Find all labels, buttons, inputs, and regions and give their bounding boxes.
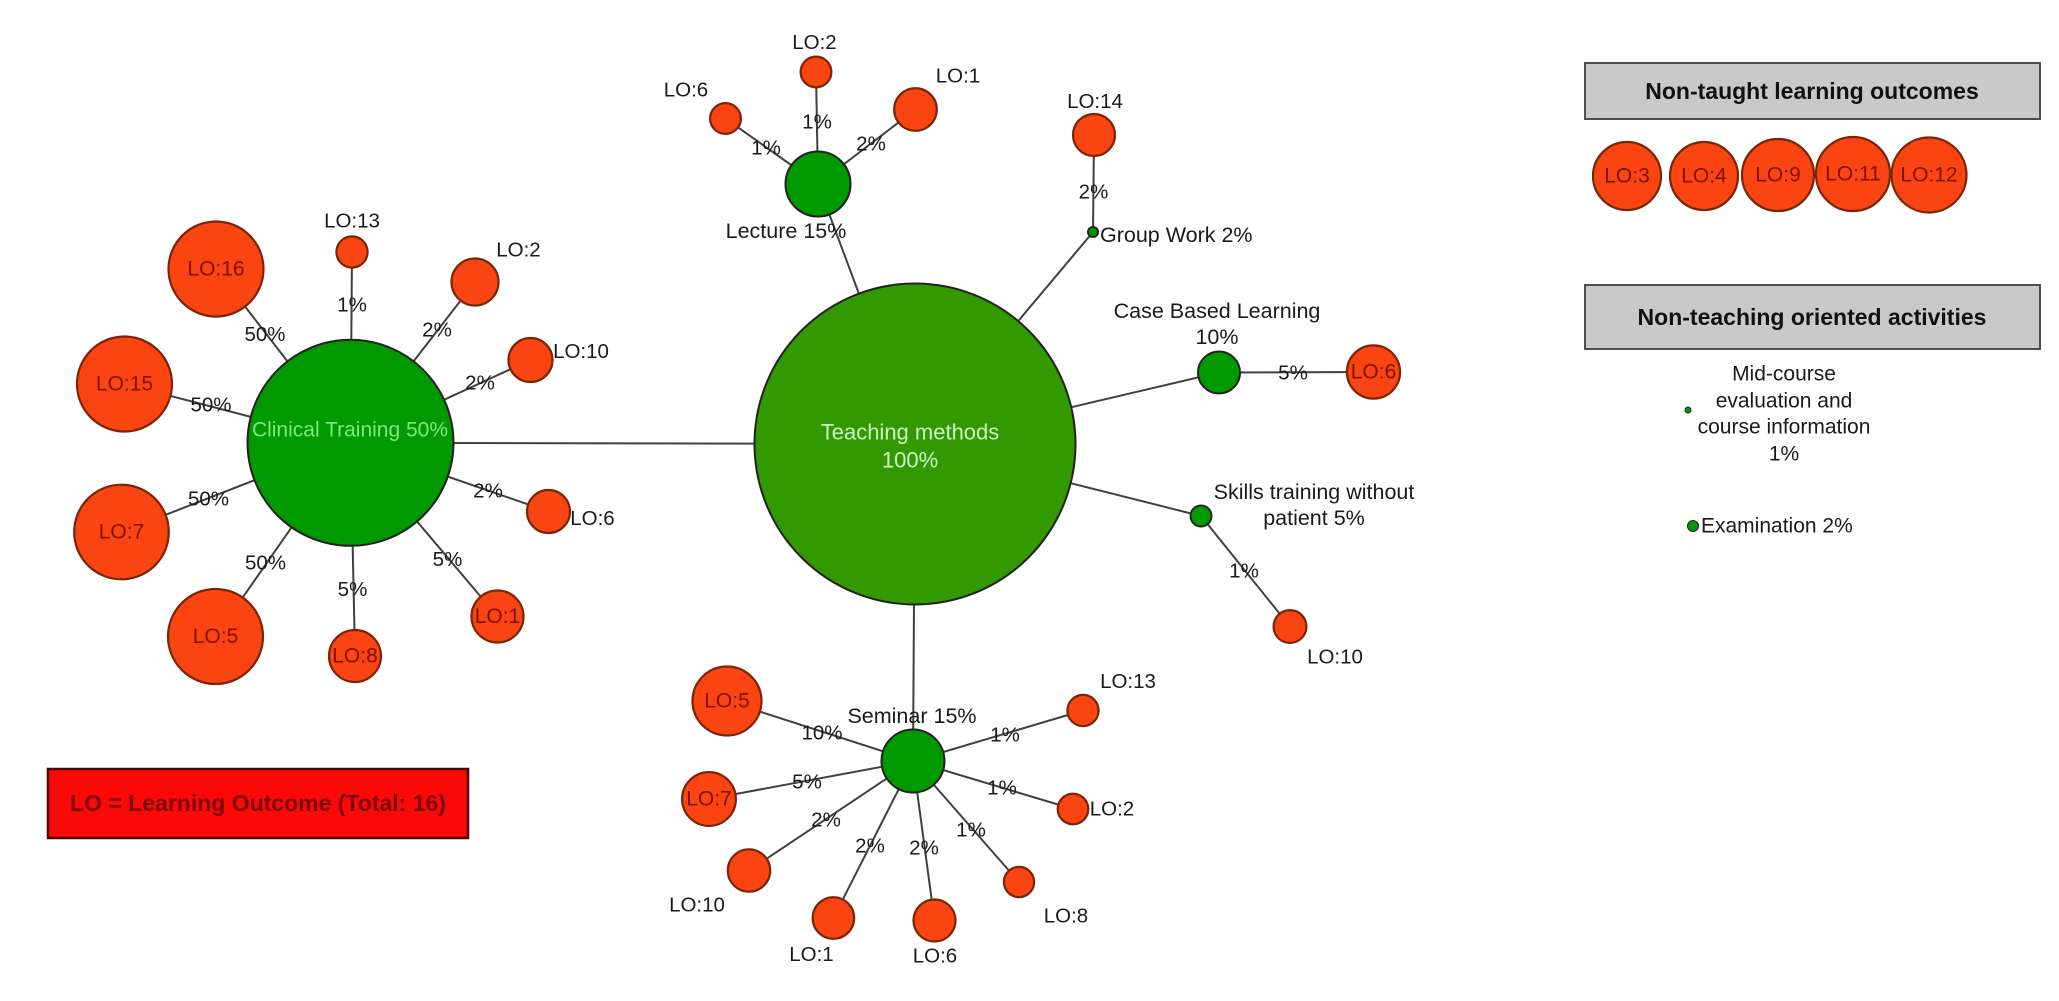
- svg-text:Non-teaching oriented activiti: Non-teaching oriented activities: [1638, 304, 1987, 330]
- svg-text:LO:13: LO:13: [324, 210, 380, 233]
- svg-text:5%: 5%: [338, 578, 368, 601]
- svg-text:LO:13: LO:13: [1100, 670, 1156, 693]
- svg-text:LO:6: LO:6: [664, 79, 708, 102]
- svg-text:Skills training without: Skills training without: [1214, 480, 1415, 504]
- svg-text:2%: 2%: [855, 835, 885, 858]
- svg-text:Clinical Training 50%: Clinical Training 50%: [252, 419, 448, 442]
- svg-text:LO:8: LO:8: [1044, 905, 1088, 928]
- svg-text:LO:10: LO:10: [553, 340, 609, 363]
- svg-text:5%: 5%: [433, 548, 463, 571]
- svg-text:LO:4: LO:4: [1681, 165, 1727, 188]
- svg-text:LO:10: LO:10: [669, 894, 725, 917]
- svg-text:2%: 2%: [909, 837, 939, 860]
- svg-text:2%: 2%: [473, 480, 503, 503]
- svg-text:10%: 10%: [801, 722, 842, 745]
- svg-text:Lecture 15%: Lecture 15%: [726, 219, 847, 243]
- svg-text:LO = Learning Outcome (Total:: LO = Learning Outcome (Total: 16): [70, 790, 446, 816]
- svg-text:LO:9: LO:9: [1755, 164, 1801, 187]
- svg-text:LO:2: LO:2: [1090, 798, 1134, 821]
- svg-text:LO:6: LO:6: [913, 945, 957, 968]
- svg-text:1%: 1%: [987, 777, 1017, 800]
- svg-text:100%: 100%: [882, 448, 938, 473]
- svg-text:LO:2: LO:2: [496, 239, 540, 262]
- svg-text:course information: course information: [1698, 416, 1871, 439]
- svg-text:Group Work 2%: Group Work 2%: [1100, 223, 1253, 247]
- svg-text:5%: 5%: [792, 771, 822, 794]
- svg-text:2%: 2%: [465, 372, 495, 395]
- svg-text:LO:15: LO:15: [96, 373, 153, 396]
- svg-text:patient 5%: patient 5%: [1263, 506, 1365, 530]
- svg-text:LO:3: LO:3: [1604, 165, 1650, 188]
- svg-text:LO:6: LO:6: [1351, 361, 1397, 384]
- svg-text:1%: 1%: [1229, 560, 1259, 583]
- svg-text:evaluation and: evaluation and: [1716, 390, 1853, 413]
- svg-text:LO:1: LO:1: [789, 943, 833, 966]
- svg-text:50%: 50%: [188, 488, 229, 511]
- svg-text:2%: 2%: [422, 319, 452, 342]
- svg-text:Examination 2%: Examination 2%: [1701, 515, 1853, 538]
- svg-text:10%: 10%: [1195, 325, 1238, 349]
- svg-text:1%: 1%: [751, 137, 781, 160]
- svg-text:LO:7: LO:7: [99, 521, 145, 544]
- svg-text:50%: 50%: [245, 552, 286, 575]
- svg-text:Mid-course: Mid-course: [1732, 363, 1836, 386]
- svg-text:LO:1: LO:1: [936, 65, 980, 88]
- svg-text:LO:10: LO:10: [1307, 646, 1363, 669]
- svg-text:LO:8: LO:8: [332, 645, 378, 668]
- svg-text:LO:5: LO:5: [704, 690, 750, 713]
- svg-text:LO:12: LO:12: [1900, 164, 1957, 187]
- svg-text:LO:6: LO:6: [570, 507, 614, 530]
- svg-text:50%: 50%: [190, 394, 231, 417]
- svg-text:LO:5: LO:5: [193, 625, 239, 648]
- svg-text:LO:2: LO:2: [792, 31, 836, 54]
- svg-text:LO:14: LO:14: [1067, 90, 1123, 113]
- svg-text:1%: 1%: [1769, 443, 1799, 466]
- svg-text:2%: 2%: [856, 133, 886, 156]
- svg-text:LO:16: LO:16: [187, 258, 244, 281]
- svg-text:1%: 1%: [802, 111, 832, 134]
- svg-text:Case Based Learning: Case Based Learning: [1114, 299, 1321, 323]
- svg-text:2%: 2%: [1079, 181, 1109, 204]
- svg-text:1%: 1%: [990, 724, 1020, 747]
- svg-text:LO:1: LO:1: [475, 605, 521, 628]
- svg-text:5%: 5%: [1278, 362, 1308, 385]
- svg-text:Teaching methods: Teaching methods: [821, 420, 1000, 445]
- svg-text:Seminar 15%: Seminar 15%: [847, 704, 976, 728]
- svg-text:1%: 1%: [337, 294, 367, 317]
- svg-text:Non-taught learning outcomes: Non-taught learning outcomes: [1645, 78, 1979, 104]
- svg-text:2%: 2%: [811, 809, 841, 832]
- svg-text:50%: 50%: [244, 323, 285, 346]
- svg-text:LO:11: LO:11: [1825, 163, 1881, 186]
- svg-text:LO:7: LO:7: [686, 788, 732, 811]
- svg-text:1%: 1%: [956, 819, 986, 842]
